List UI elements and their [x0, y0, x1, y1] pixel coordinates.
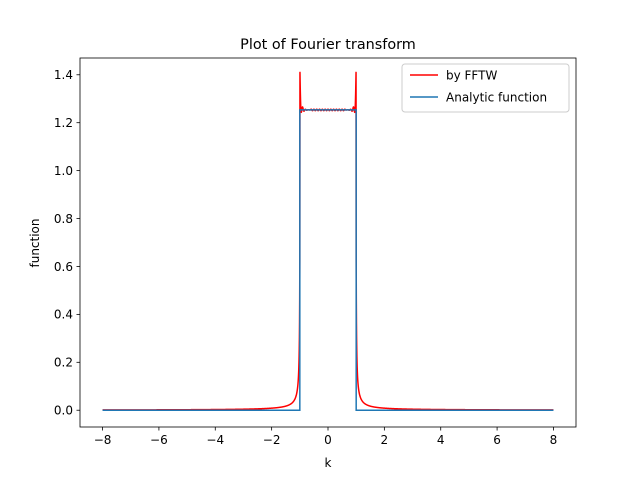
- legend-label-fftw: by FFTW: [446, 69, 497, 83]
- y-tick-label: 1.0: [54, 164, 73, 178]
- series-layer: [101, 71, 555, 411]
- x-tick-label: −6: [150, 433, 168, 447]
- y-tick-label: 0.8: [54, 212, 73, 226]
- y-tick-label: 1.2: [54, 116, 73, 130]
- axes-layer: −8 −6 −4 −2 0 2 4 6 8 0.0 0.2 0.4 0.6 0.8 1.0 1.2 1.4: [54, 57, 577, 447]
- chart-title: Plot of Fourier transform: [240, 37, 416, 53]
- x-tick-label: 8: [550, 433, 558, 447]
- y-tick-label: 0.6: [54, 260, 73, 274]
- legend-label-analytic: Analytic function: [446, 91, 547, 105]
- x-tick-label: 6: [493, 433, 501, 447]
- y-tick-label: 0.4: [54, 308, 73, 322]
- legend-frame: [401, 63, 570, 113]
- y-tick-label: 0.2: [54, 356, 73, 370]
- legend: by FFTW Analytic function: [401, 63, 570, 113]
- x-tick-label: 4: [437, 433, 445, 447]
- x-tick-label: 2: [381, 433, 389, 447]
- series-line-analytic: [102, 109, 554, 411]
- y-axis-label: function: [28, 218, 42, 267]
- x-tick-label: −2: [263, 433, 281, 447]
- x-tick-label: −4: [206, 433, 224, 447]
- y-tick-label: 1.4: [54, 68, 73, 82]
- x-tick-label: 0: [324, 433, 332, 447]
- x-tick-label: −8: [94, 433, 112, 447]
- x-axis-label: k: [325, 456, 332, 470]
- y-tick-label: 0.0: [54, 404, 73, 418]
